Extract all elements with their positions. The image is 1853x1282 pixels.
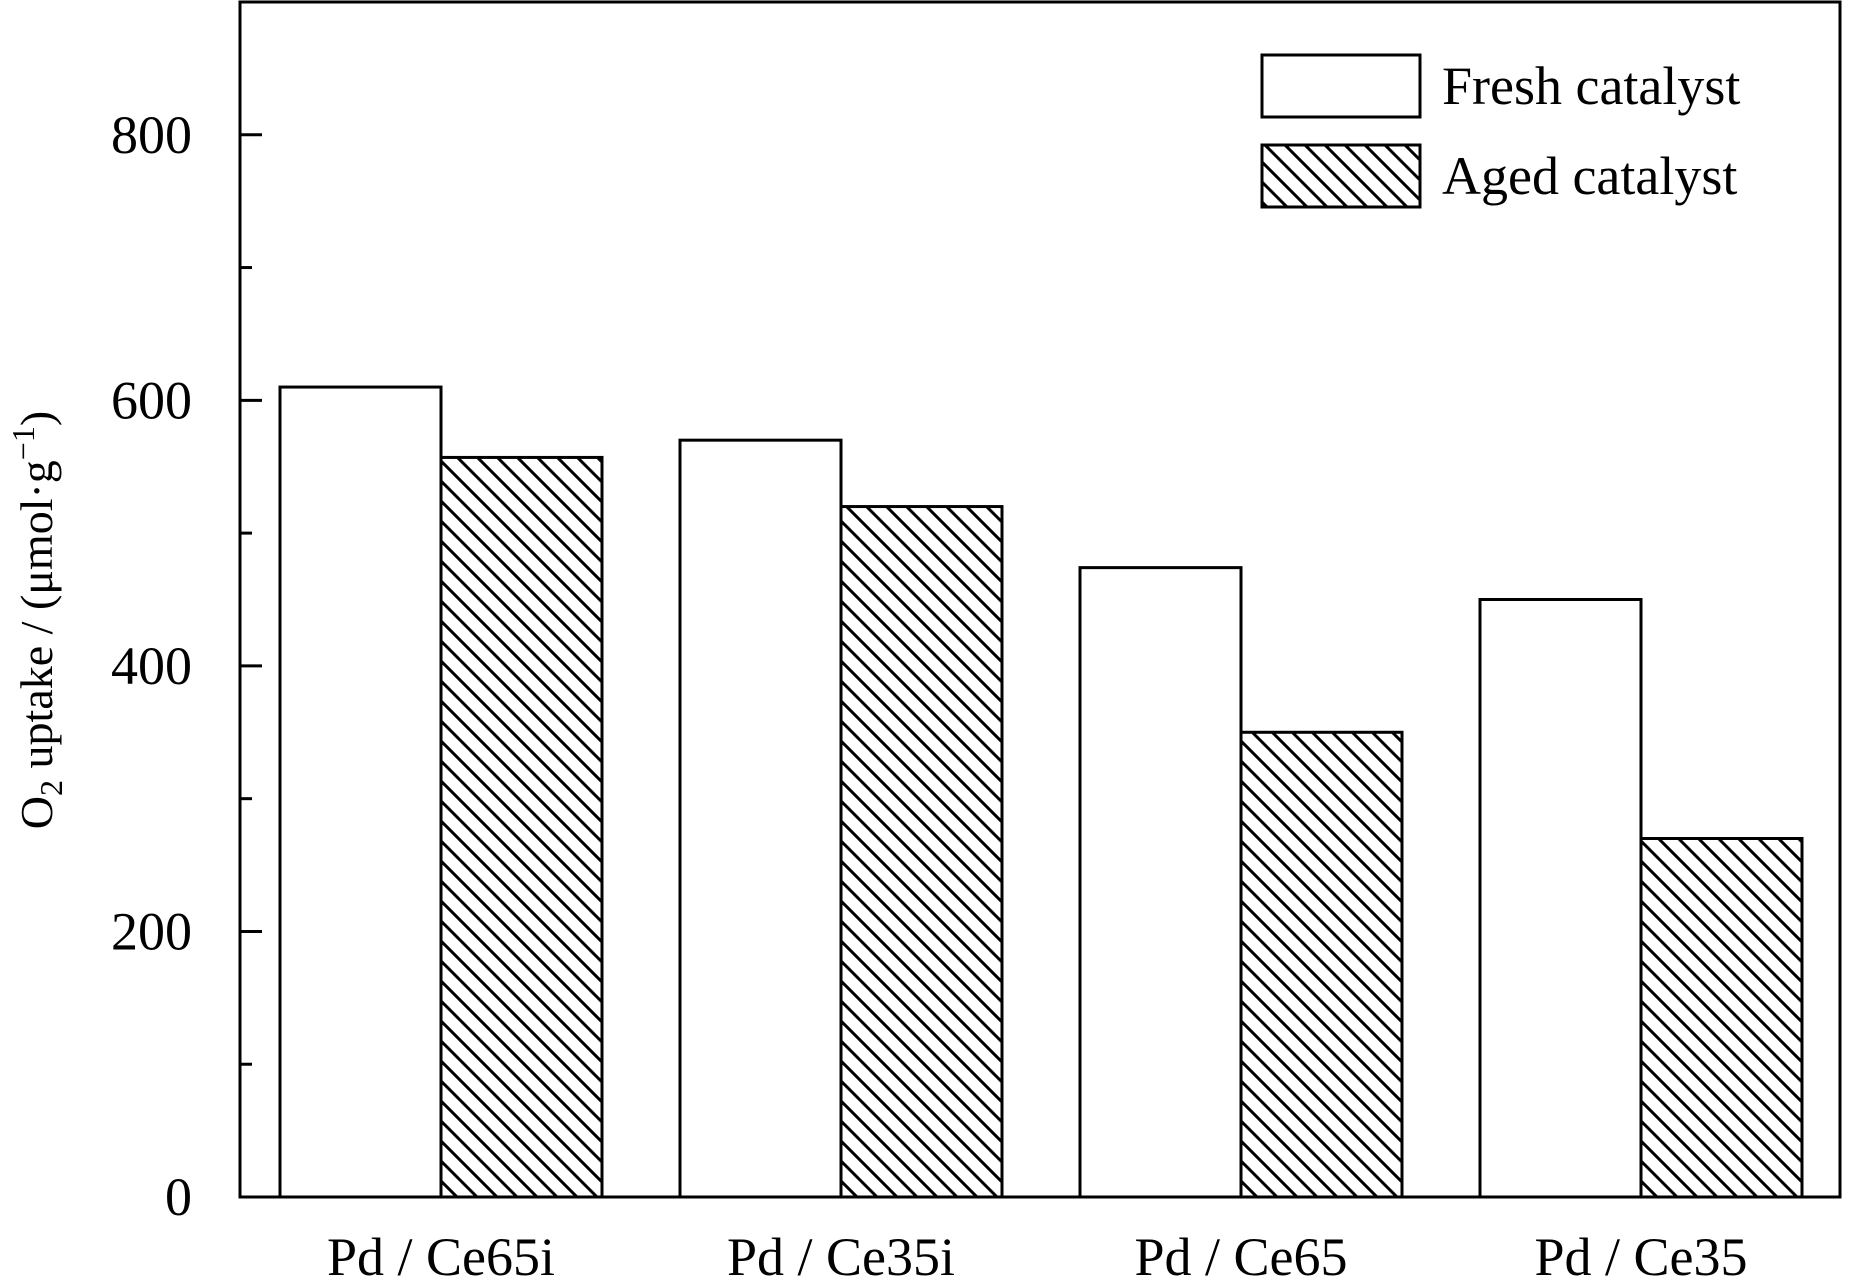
y-tick-label: 600 [111, 370, 192, 430]
legend-swatch-fresh [1260, 53, 1422, 119]
x-tick-label: Pd / Ce35i [727, 1227, 955, 1282]
plot-frame [238, 0, 1842, 1199]
axes-group: 0 200 400 600 800 [111, 0, 1842, 1227]
x-tick-label: Pd / Ce65 [1134, 1227, 1347, 1282]
bar-aged-1 [439, 455, 604, 1199]
bars-group: Pd / Ce65i Pd / Ce35i Pd / Ce65 Pd / Ce35 [278, 385, 1804, 1282]
x-tick-label: Pd / Ce65i [327, 1227, 555, 1282]
bar-aged-4 [1639, 837, 1804, 1199]
y-tick-label: 800 [111, 105, 192, 165]
bar-aged-3 [1239, 730, 1404, 1199]
legend-label-aged: Aged catalyst [1442, 146, 1737, 206]
bar-aged-2 [839, 505, 1004, 1199]
bar-fresh-1 [278, 385, 443, 1199]
x-tick-label: Pd / Ce35 [1534, 1227, 1747, 1282]
y-tick-label: 0 [165, 1167, 192, 1227]
y-tick-label: 200 [111, 901, 192, 961]
bar-fresh-4 [1478, 598, 1643, 1199]
y-axis-title: O2 uptake / (μmol·g−1) [5, 411, 69, 829]
legend-swatch-aged [1260, 143, 1422, 209]
y-tick-label: 400 [111, 636, 192, 696]
legend: Fresh catalyst Aged catalyst [1260, 53, 1740, 209]
bar-fresh-2 [678, 438, 843, 1199]
legend-label-fresh: Fresh catalyst [1442, 56, 1740, 116]
bar-fresh-3 [1078, 566, 1243, 1199]
